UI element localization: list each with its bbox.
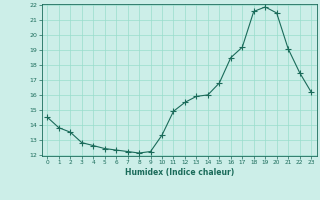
X-axis label: Humidex (Indice chaleur): Humidex (Indice chaleur) [124,168,234,177]
